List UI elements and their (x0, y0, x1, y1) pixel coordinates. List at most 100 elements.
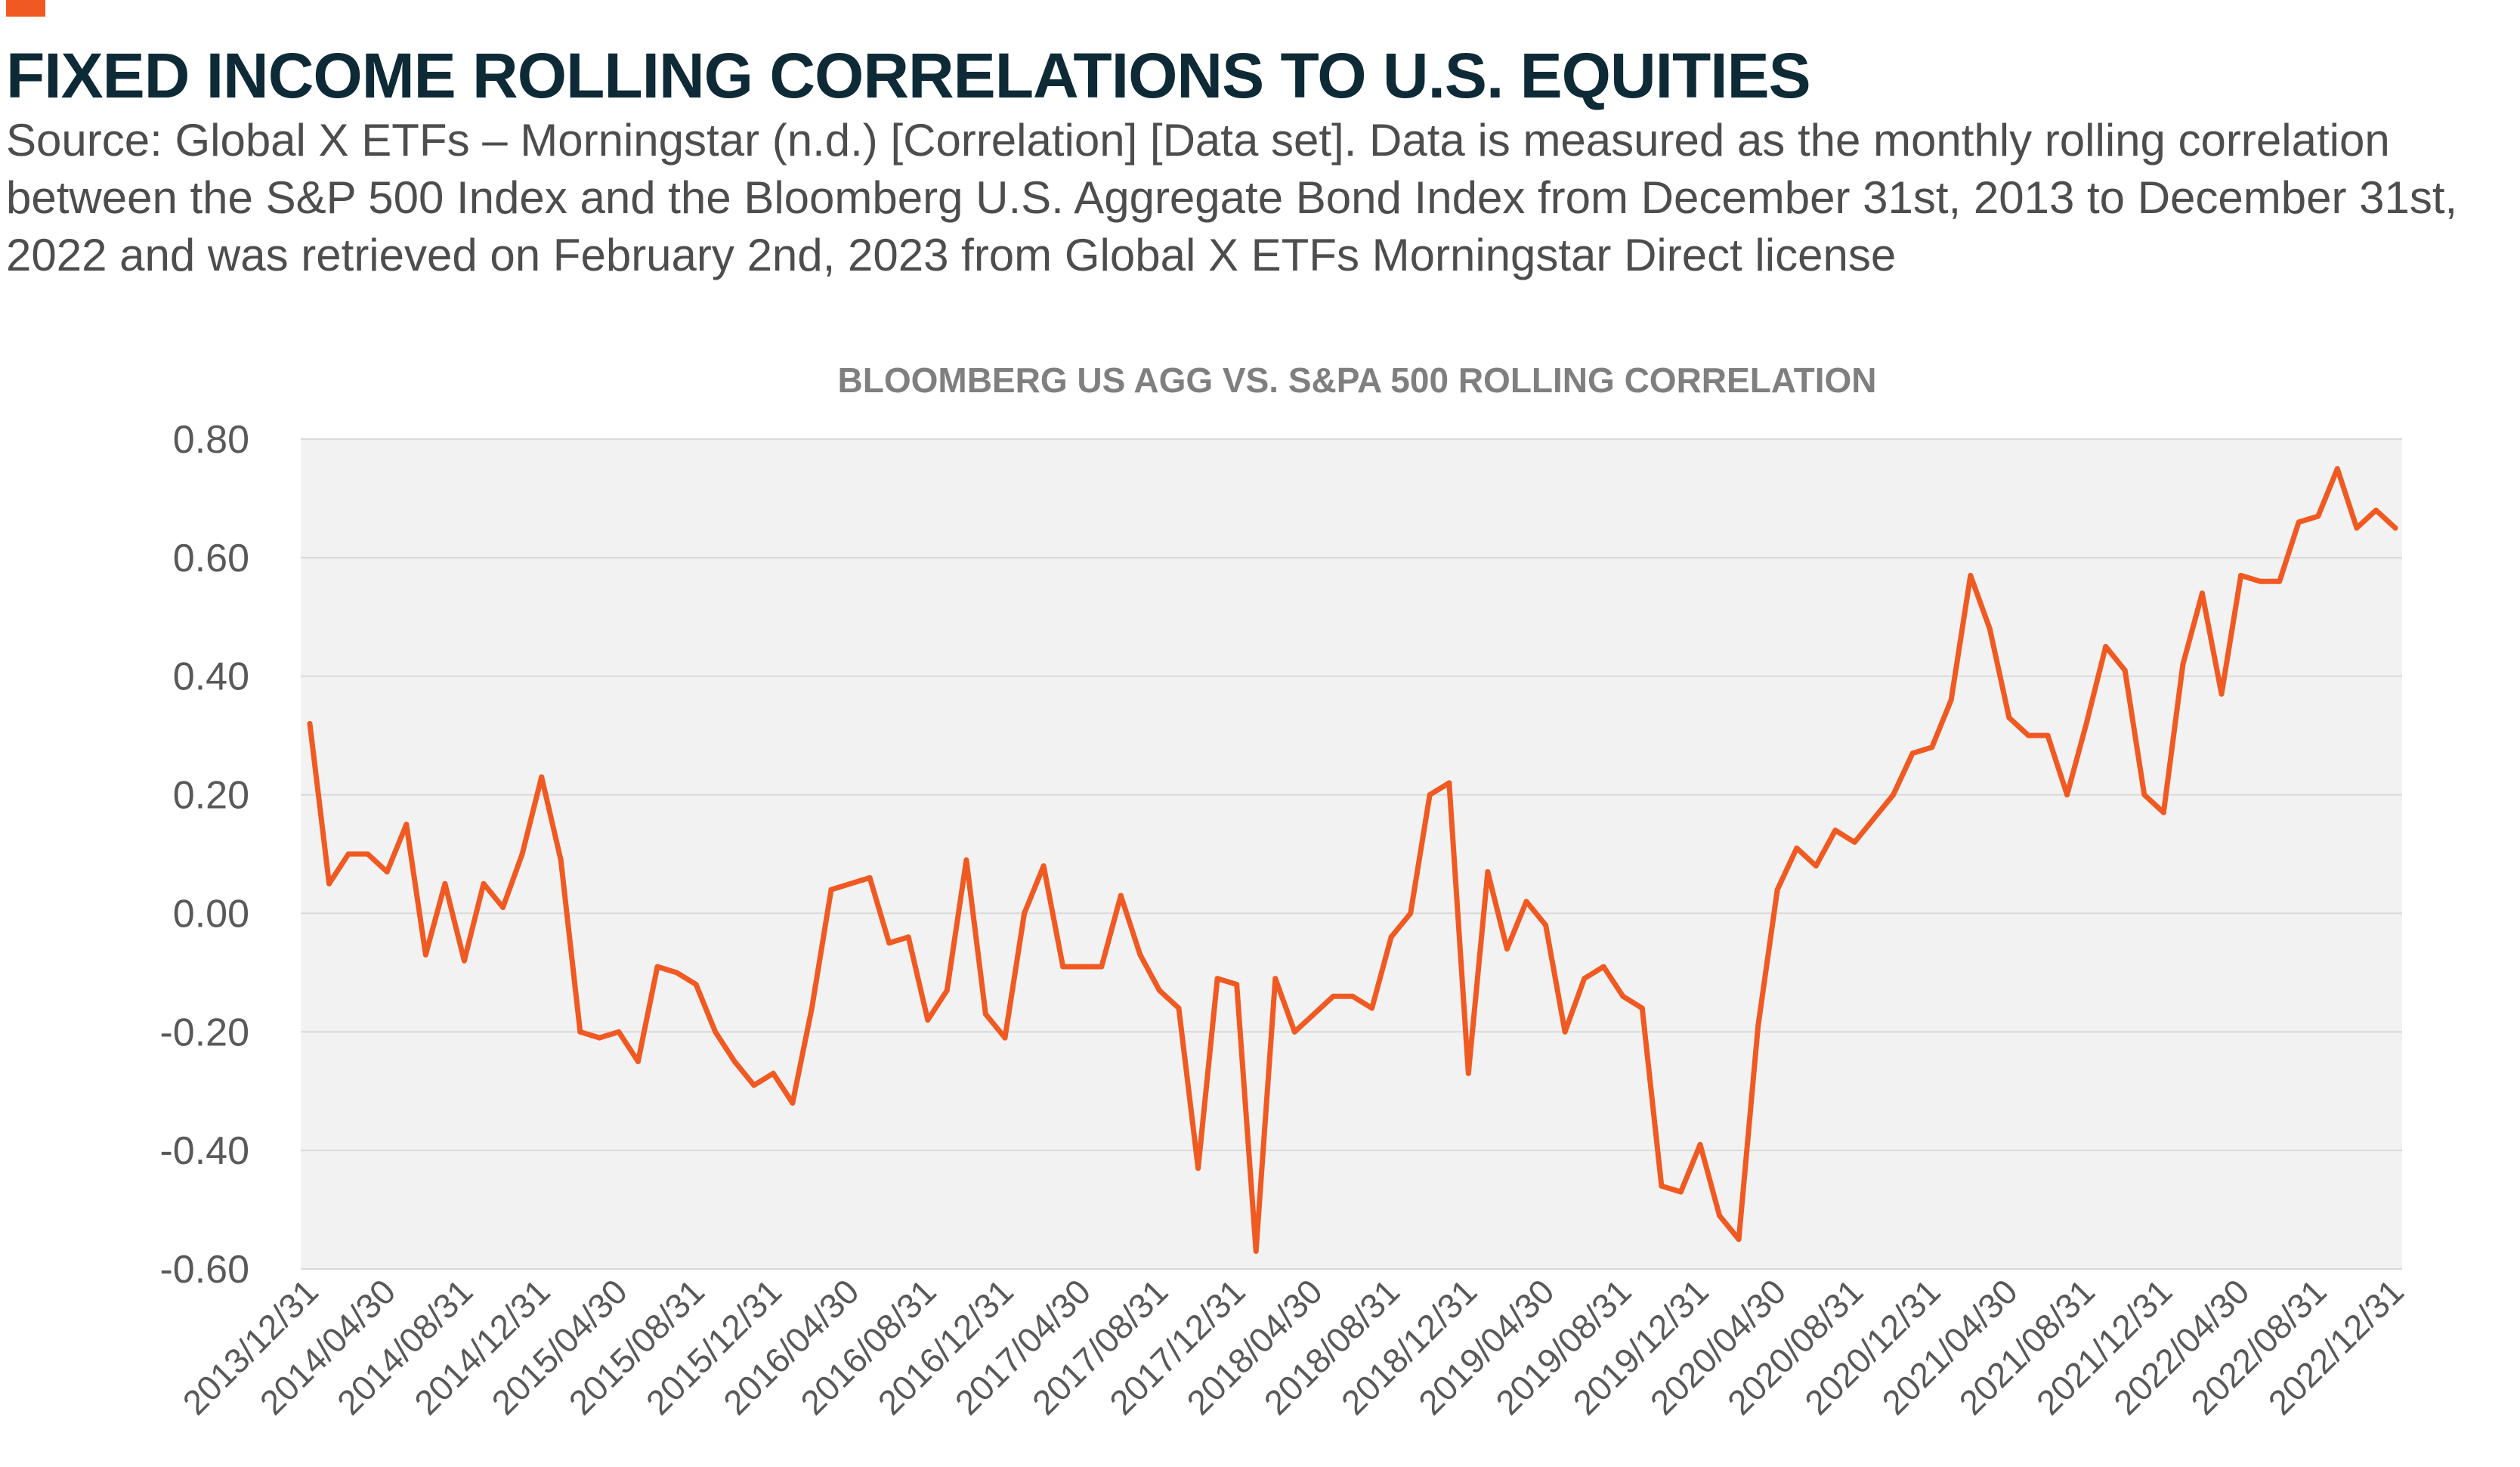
page-title: FIXED INCOME ROLLING CORRELATIONS TO U.S… (6, 40, 1811, 111)
y-tick-label: 0.20 (173, 774, 249, 818)
data-point (345, 851, 351, 857)
data-point (2025, 732, 2031, 738)
data-point (867, 874, 873, 881)
data-point (2141, 792, 2147, 798)
data-point (848, 881, 854, 887)
data-point (500, 905, 506, 911)
data-point (963, 857, 969, 863)
data-point (1291, 1029, 1297, 1035)
data-point (1195, 1165, 1201, 1171)
data-point (1040, 863, 1047, 869)
x-axis: 2013/12/312014/04/302014/08/312014/12/31… (175, 1271, 2412, 1422)
data-point (2296, 519, 2302, 525)
data-point (481, 881, 487, 887)
data-point (1600, 964, 1606, 970)
data-point (1677, 1189, 1684, 1195)
data-point (1523, 899, 1529, 905)
data-point (1388, 934, 1394, 940)
data-point (2257, 578, 2263, 584)
data-point (731, 1059, 737, 1064)
data-point (1099, 964, 1105, 970)
data-point (365, 851, 371, 857)
data-point (558, 857, 564, 863)
data-point (2064, 792, 2070, 798)
data-point (1659, 1183, 1665, 1189)
data-point (1504, 946, 1510, 952)
data-point (1253, 1248, 1259, 1254)
data-point (2083, 720, 2089, 726)
chart-title: BLOOMBERG US AGG VS. S&PA 500 ROLLING CO… (838, 361, 1877, 400)
data-point (2334, 466, 2340, 472)
data-point (384, 869, 390, 875)
data-point (828, 887, 834, 893)
data-point (1369, 1005, 1375, 1011)
data-point (1311, 1011, 1317, 1017)
data-point (751, 1082, 757, 1088)
data-point (616, 1029, 622, 1035)
plot-area (301, 439, 2402, 1269)
data-point (713, 1029, 719, 1035)
data-point (1562, 1029, 1568, 1035)
data-point (2160, 809, 2166, 816)
data-point (1871, 816, 1877, 822)
data-point (1794, 845, 1800, 851)
data-point (2006, 715, 2012, 721)
data-point (461, 958, 467, 964)
data-point (2354, 525, 2360, 531)
data-point (1813, 863, 1819, 869)
data-point (1909, 751, 1916, 757)
data-point (1620, 993, 1626, 999)
data-point (1060, 964, 1066, 970)
data-point (326, 881, 332, 887)
data-point (1851, 839, 1857, 845)
data-point (1446, 780, 1452, 786)
data-point (1330, 993, 1336, 999)
data-point (1755, 1023, 1761, 1029)
data-point (1176, 1005, 1182, 1011)
data-point (2180, 661, 2186, 667)
y-tick-label: 0.00 (173, 892, 249, 936)
data-point (1156, 987, 1162, 993)
data-point (422, 952, 428, 958)
data-point (1214, 976, 1220, 982)
data-point (404, 822, 410, 828)
data-point (1968, 572, 1974, 578)
data-point (1774, 887, 1780, 893)
accent-bar (6, 0, 45, 17)
source-note: Source: Global X ETFs – Morningstar (n.d… (6, 115, 2458, 280)
data-point (886, 940, 892, 946)
data-point (577, 1029, 583, 1035)
data-point (790, 1100, 796, 1106)
data-point (1987, 626, 1993, 632)
y-tick-label: 0.60 (173, 537, 249, 580)
y-axis: 0.80 0.60 0.40 0.20 0.00 -0.20 -0.40 -0.60 (159, 418, 249, 1292)
data-points (307, 466, 2398, 1254)
data-point (2238, 572, 2244, 578)
data-point (1234, 982, 1240, 988)
data-point (1137, 952, 1143, 958)
data-point (1832, 828, 1838, 834)
data-point (2122, 667, 2128, 673)
data-point (1697, 1141, 1703, 1147)
data-point (539, 774, 545, 780)
data-point (982, 1011, 988, 1017)
data-point (1350, 993, 1356, 999)
data-point (770, 1070, 776, 1076)
data-point (307, 720, 313, 726)
data-point (2219, 691, 2225, 697)
y-tick-label: -0.60 (159, 1248, 249, 1292)
data-point (2045, 732, 2051, 738)
data-point (2315, 513, 2321, 519)
data-point (1929, 744, 1935, 751)
data-point (674, 970, 680, 976)
data-point (2199, 590, 2205, 596)
data-point (1543, 922, 1549, 928)
data-point (1022, 910, 1028, 916)
data-point (596, 1035, 602, 1041)
data-point (1582, 976, 1588, 982)
data-point (2277, 578, 2283, 584)
data-point (809, 1005, 815, 1011)
data-point (1717, 1212, 1723, 1218)
data-point (1736, 1236, 1742, 1243)
